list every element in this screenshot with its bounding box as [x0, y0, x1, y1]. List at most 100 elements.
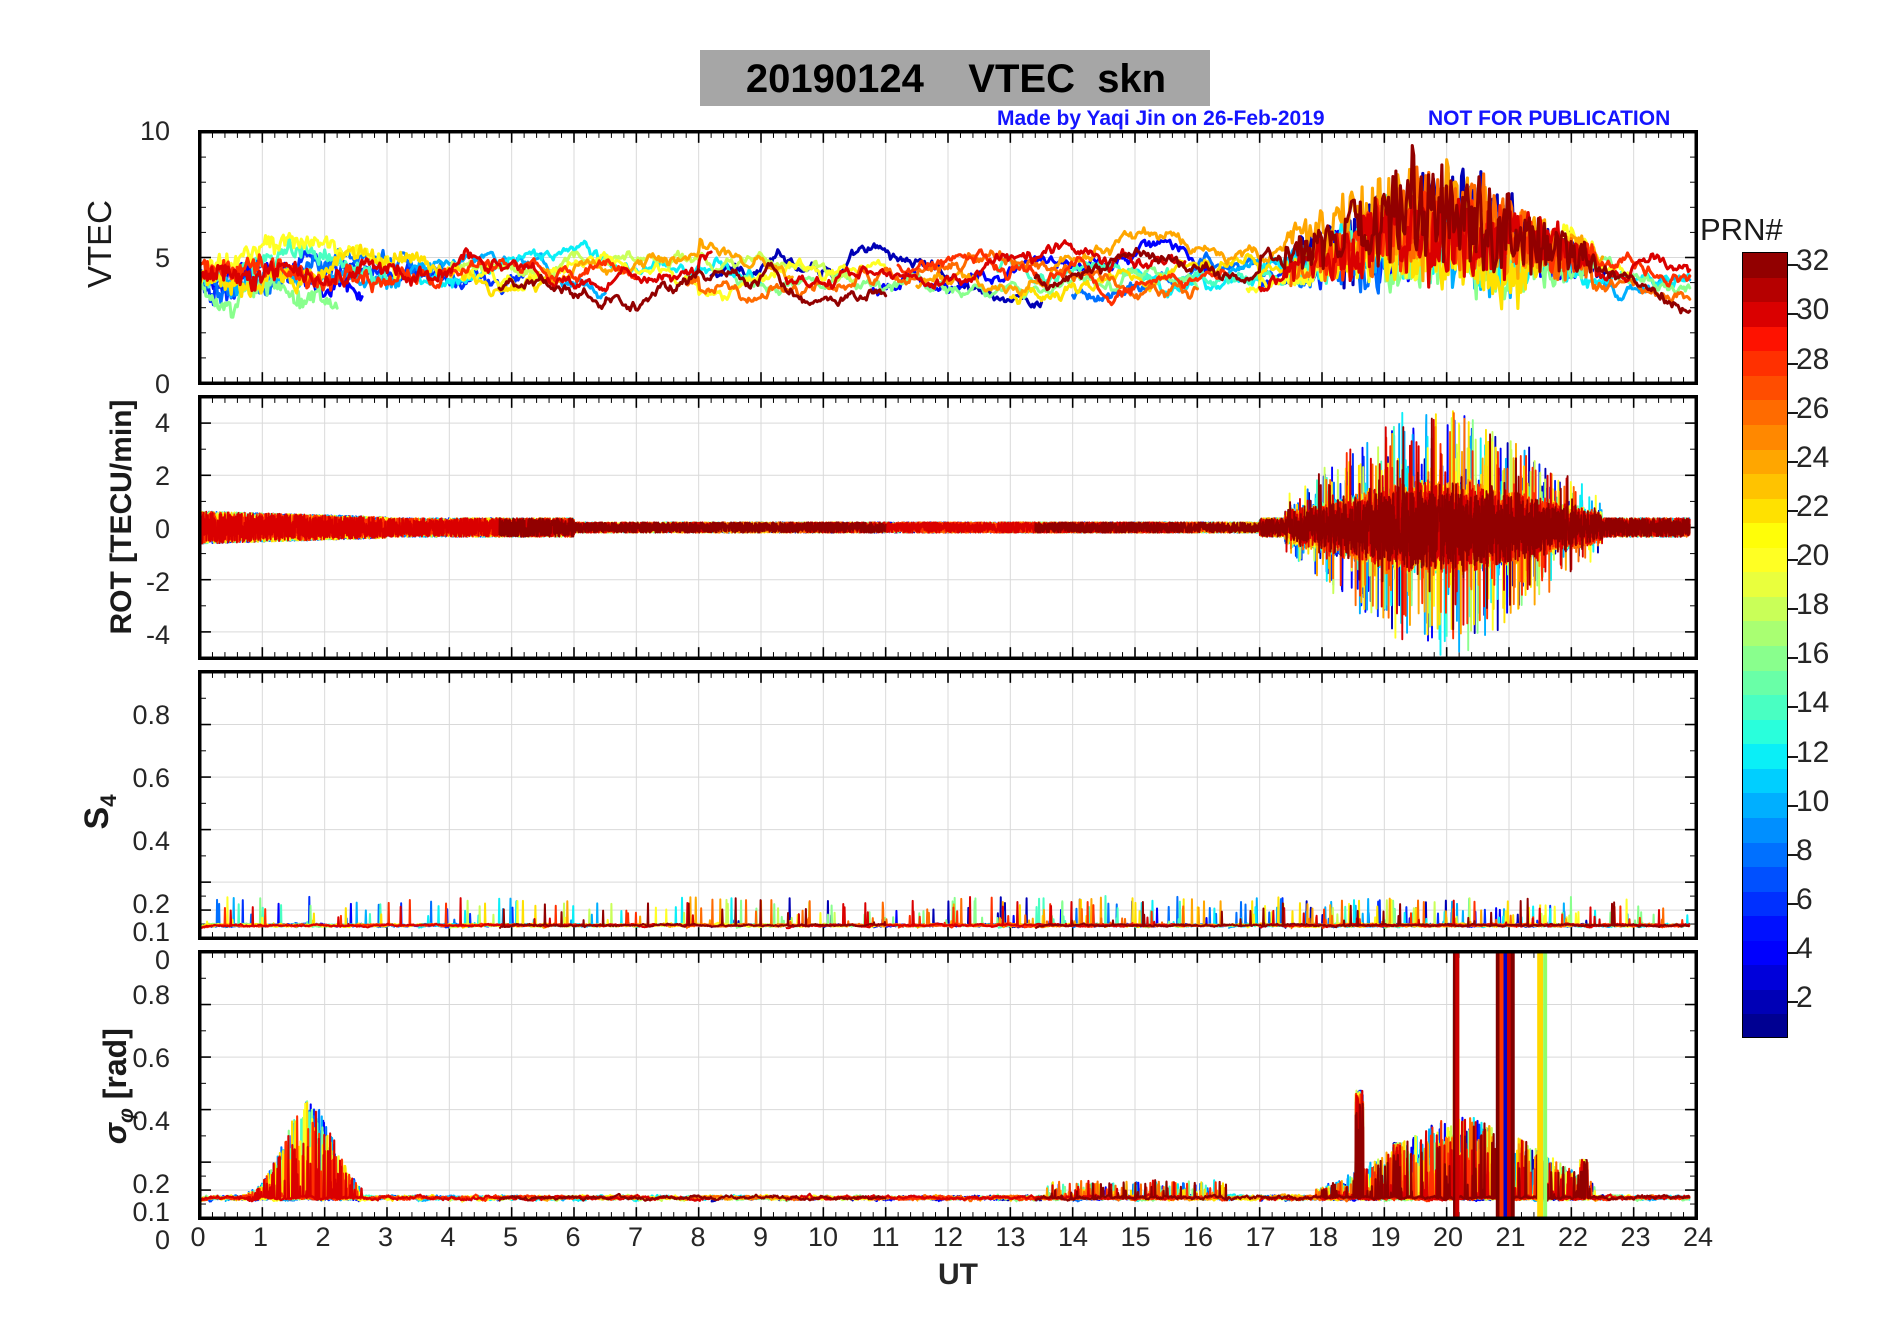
ytick-sig-08: 0.8	[132, 980, 170, 1010]
colorbar-band	[1743, 498, 1787, 524]
ylabel-rot: ROT [TECU/min]	[105, 399, 138, 635]
colorbar-tickmark	[1788, 559, 1798, 562]
colorbar-tickmark	[1788, 1001, 1798, 1004]
colorbar-tick-8: 8	[1796, 833, 1813, 867]
colorbar-tickmark	[1788, 411, 1798, 414]
ytick-rot-0: 0	[154, 514, 170, 544]
ylabel-sigma-phi: σφ [rad]	[97, 936, 139, 1236]
colorbar-band	[1743, 719, 1787, 745]
ylabel-sigma-unit: [rad]	[96, 1028, 133, 1109]
ytick-sig-01: 0.1	[132, 1197, 170, 1227]
made-by-annotation: Made by Yaqi Jin on 26-Feb-2019	[997, 107, 1325, 130]
xtick-20: 20	[1432, 1222, 1464, 1252]
ytick-s4-04: 0.4	[132, 826, 170, 856]
xtick-21: 21	[1495, 1222, 1526, 1252]
colorbar-band	[1743, 547, 1787, 573]
colorbar-tickmark	[1788, 362, 1798, 365]
xtick-11: 11	[871, 1222, 900, 1252]
colorbar-band	[1743, 989, 1787, 1015]
colorbar-band	[1743, 474, 1787, 499]
ytick-rot-m2: -2	[145, 567, 170, 597]
xtick-14: 14	[1057, 1222, 1089, 1252]
sigma-phi-plot-area	[200, 952, 1696, 1218]
ylabel-sigma-sub: φ	[115, 1108, 139, 1124]
ytick-s4-0: 0	[154, 945, 170, 975]
ytick-s4-02: 0.2	[132, 889, 170, 919]
colorbar-band	[1743, 277, 1787, 303]
colorbar-band	[1743, 1014, 1787, 1037]
xtick-16: 16	[1182, 1222, 1214, 1252]
xtick-19: 19	[1370, 1222, 1401, 1252]
panel-vtec	[198, 130, 1698, 385]
ylabel-s4-sub: 4	[95, 794, 121, 807]
colorbar-title: PRN#	[1700, 212, 1783, 247]
colorbar-tick-2: 2	[1796, 981, 1813, 1015]
vtec-plot-area	[200, 132, 1696, 383]
colorbar[interactable]	[1742, 252, 1788, 1038]
xtick-23: 23	[1620, 1222, 1651, 1252]
xtick-6: 6	[565, 1222, 581, 1252]
colorbar-band	[1743, 326, 1787, 352]
colorbar-band	[1743, 449, 1787, 475]
xtick-2: 2	[315, 1222, 331, 1252]
xtick-0: 0	[190, 1222, 206, 1252]
ytick-vtec-5: 5	[154, 243, 170, 273]
colorbar-band	[1743, 842, 1787, 868]
colorbar-tick-32: 32	[1796, 244, 1830, 278]
ytick-rot-m4: -4	[145, 620, 170, 650]
xtick-12: 12	[932, 1222, 964, 1252]
page-title: 20190124 VTEC skn	[745, 57, 1167, 101]
ytick-sig-02: 0.2	[132, 1169, 170, 1199]
colorbar-tickmark	[1788, 608, 1798, 611]
colorbar-tick-18: 18	[1796, 588, 1830, 622]
colorbar-band	[1743, 621, 1787, 646]
colorbar-tickmark	[1788, 755, 1798, 758]
colorbar-tickmark	[1788, 902, 1798, 905]
ytick-vtec-0: 0	[154, 369, 170, 399]
colorbar-tick-12: 12	[1796, 735, 1830, 769]
colorbar-band	[1743, 351, 1787, 376]
ytick-vtec-10: 10	[139, 116, 170, 146]
colorbar-band	[1743, 793, 1787, 818]
ytick-s4-08: 0.8	[132, 700, 170, 730]
not-for-publication-annotation: NOT FOR PUBLICATION	[1428, 107, 1671, 130]
ytick-rot-2: 2	[154, 461, 170, 491]
title-background	[700, 50, 1210, 106]
xtick-17: 17	[1245, 1222, 1276, 1252]
colorbar-band	[1743, 940, 1787, 966]
ytick-sig-0: 0	[154, 1225, 170, 1255]
ylabel-s4: S4	[78, 747, 122, 877]
colorbar-band	[1743, 744, 1787, 769]
colorbar-tick-10: 10	[1796, 784, 1830, 818]
xtick-10: 10	[807, 1222, 839, 1252]
s4-plot-area	[200, 672, 1696, 938]
colorbar-band	[1743, 891, 1787, 917]
ytick-sig-04: 0.4	[132, 1106, 170, 1136]
xtick-1: 1	[252, 1222, 269, 1252]
colorbar-tickmark	[1788, 264, 1798, 267]
colorbar-band	[1743, 965, 1787, 990]
colorbar-tick-6: 6	[1796, 882, 1813, 916]
colorbar-tick-14: 14	[1796, 686, 1830, 720]
xtick-15: 15	[1120, 1222, 1151, 1252]
colorbar-band	[1743, 596, 1787, 622]
xtick-22: 22	[1557, 1222, 1589, 1252]
ytick-sig-06: 0.6	[132, 1043, 170, 1073]
colorbar-tickmark	[1788, 313, 1798, 316]
xtick-7: 7	[627, 1222, 644, 1252]
colorbar-tickmark	[1788, 657, 1798, 660]
colorbar-tick-4: 4	[1796, 932, 1813, 966]
panel-sigma-phi	[198, 950, 1698, 1220]
colorbar-band	[1743, 670, 1787, 696]
colorbar-tickmark	[1788, 706, 1798, 709]
colorbar-band	[1743, 646, 1787, 671]
ylabel-sigma-symbol: σ	[96, 1123, 133, 1145]
colorbar-tick-26: 26	[1796, 391, 1830, 425]
colorbar-tick-16: 16	[1796, 637, 1830, 671]
colorbar-band	[1743, 572, 1787, 597]
panel-rot	[198, 395, 1698, 660]
colorbar-band	[1743, 302, 1787, 327]
xaxis-label: UT	[938, 1258, 978, 1291]
ylabel-vtec: VTEC	[81, 200, 118, 289]
